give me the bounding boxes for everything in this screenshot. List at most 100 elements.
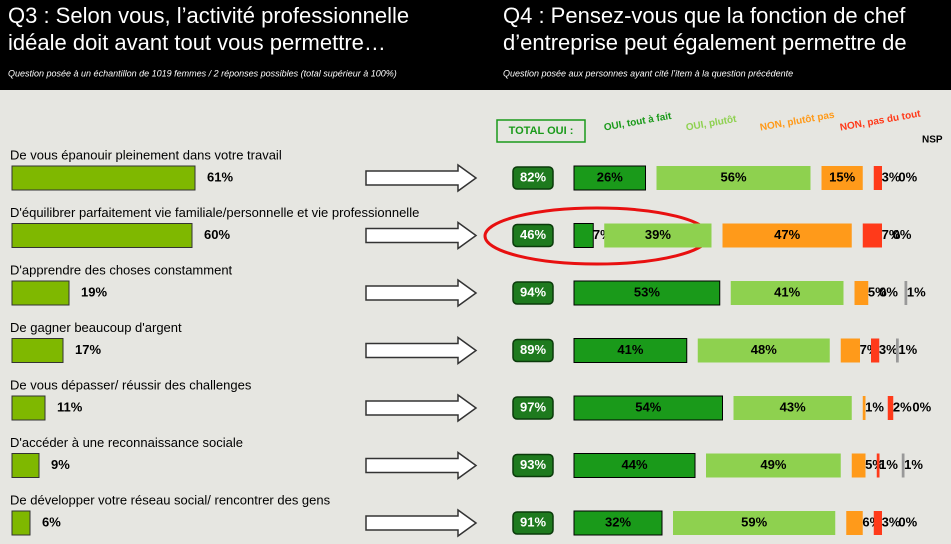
q4-title: d’entreprise peut également permettre de <box>503 30 907 55</box>
q4-segment <box>573 453 696 478</box>
legend-entry: OUI, tout à fait <box>603 111 673 134</box>
legend-entry: NON, pas du tout <box>839 108 922 133</box>
q3-label: D'accéder à une reconnaissance sociale <box>10 435 243 450</box>
q4-segment <box>656 166 811 190</box>
total-value: 46% <box>520 227 546 242</box>
q3-label: De vous épanouir pleinement dans votre t… <box>10 147 282 162</box>
q4-segment <box>573 223 594 248</box>
q4-value: 32% <box>605 514 631 529</box>
q4-segment <box>862 223 882 248</box>
q4-segment <box>887 396 894 420</box>
total-value: 91% <box>520 514 546 529</box>
q4-segment <box>901 453 905 478</box>
q4-segment <box>573 338 688 363</box>
q3-title: idéale doit avant tout vous permettre… <box>8 30 386 55</box>
arrow <box>365 163 478 193</box>
q4-note: Question posée aux personnes ayant cité … <box>503 68 793 78</box>
legend-entry: NON, plutôt pas <box>759 110 836 134</box>
q4-value: 5% <box>868 284 887 299</box>
arrow <box>365 278 478 308</box>
q3-value: 19% <box>81 284 107 299</box>
q4-segment <box>840 338 860 363</box>
q4-title: Q4 : Pensez-vous que la fonction de chef <box>503 3 906 28</box>
q3-bar <box>11 453 40 478</box>
q4-value: 54% <box>635 399 661 414</box>
total-value: 82% <box>520 169 546 184</box>
q3-label: De développer votre réseau social/ renco… <box>10 492 331 507</box>
q4-value: 0% <box>893 227 912 242</box>
q3-label: De gagner beaucoup d'argent <box>10 320 182 335</box>
q4-value: 1% <box>865 399 884 414</box>
q4-value: 5% <box>865 457 884 472</box>
q4-value: 26% <box>597 169 623 184</box>
q4-value: 49% <box>760 457 786 472</box>
q4-value: 1% <box>879 457 898 472</box>
total-value: 94% <box>520 284 546 299</box>
total-value: 89% <box>520 342 546 357</box>
q4-segment <box>873 511 882 535</box>
q4-value: 43% <box>780 399 806 414</box>
total-badge <box>512 396 554 420</box>
q4-segment <box>854 281 869 305</box>
q4-segment <box>722 223 852 248</box>
q4-value: 0% <box>898 169 917 184</box>
q4-value: 44% <box>621 457 647 472</box>
total-value: 93% <box>520 457 546 472</box>
q4-segment <box>697 338 830 363</box>
q4-value: 47% <box>774 227 800 242</box>
legend-entry: OUI, plutôt <box>685 114 738 134</box>
q4-segment <box>876 453 880 478</box>
arrow <box>365 451 478 480</box>
q4-segment <box>733 396 852 420</box>
total-value: 97% <box>520 399 546 414</box>
q3-value: 9% <box>51 457 70 472</box>
q4-segment <box>604 223 712 248</box>
q4-value: 1% <box>907 284 926 299</box>
arrow <box>365 393 478 423</box>
q4-value: 15% <box>829 169 855 184</box>
q3-note: Question posée à un échantillon de 1019 … <box>8 68 397 78</box>
q3-bar <box>11 165 196 191</box>
q4-segment <box>573 510 663 536</box>
arrow <box>365 508 478 538</box>
q4-segment <box>673 511 836 535</box>
q4-value: 0% <box>898 514 917 529</box>
q3-bar <box>11 223 193 248</box>
q3-bar <box>11 338 64 363</box>
q4-segment <box>904 281 908 305</box>
q4-value: 0% <box>912 399 931 414</box>
q4-value: 3% <box>882 169 901 184</box>
q4-value: 1% <box>904 457 923 472</box>
total-box <box>496 119 586 143</box>
q4-value: 3% <box>882 514 901 529</box>
total-badge <box>512 223 554 248</box>
q4-segment <box>730 281 844 305</box>
q4-value: 56% <box>720 169 746 184</box>
q3-value: 60% <box>204 227 230 242</box>
q4-value: 1% <box>898 342 917 357</box>
total-badge <box>512 338 554 363</box>
q4-value: 59% <box>741 514 767 529</box>
q4-value: 39% <box>645 227 671 242</box>
q4-segment <box>706 453 841 478</box>
q4-value: 0% <box>879 284 898 299</box>
q4-segment <box>821 166 863 190</box>
q3-value: 17% <box>75 342 101 357</box>
q4-segment <box>573 395 723 421</box>
q4-value: 7% <box>882 227 901 242</box>
q4-segment <box>573 280 721 306</box>
q4-value: 48% <box>751 342 777 357</box>
arrow <box>365 221 478 250</box>
q4-segment <box>873 166 882 190</box>
q3-value: 6% <box>42 514 61 529</box>
q3-title: Q3 : Selon vous, l’activité professionne… <box>8 3 409 28</box>
arrow <box>365 336 478 365</box>
q3-value: 61% <box>207 169 233 184</box>
total-badge <box>512 511 554 535</box>
total-title: TOTAL OUI : <box>509 125 574 137</box>
q3-label: D'apprendre des choses constamment <box>10 262 233 277</box>
q4-segment <box>846 511 863 535</box>
q4-segment <box>871 338 880 363</box>
q4-segment <box>862 396 866 420</box>
